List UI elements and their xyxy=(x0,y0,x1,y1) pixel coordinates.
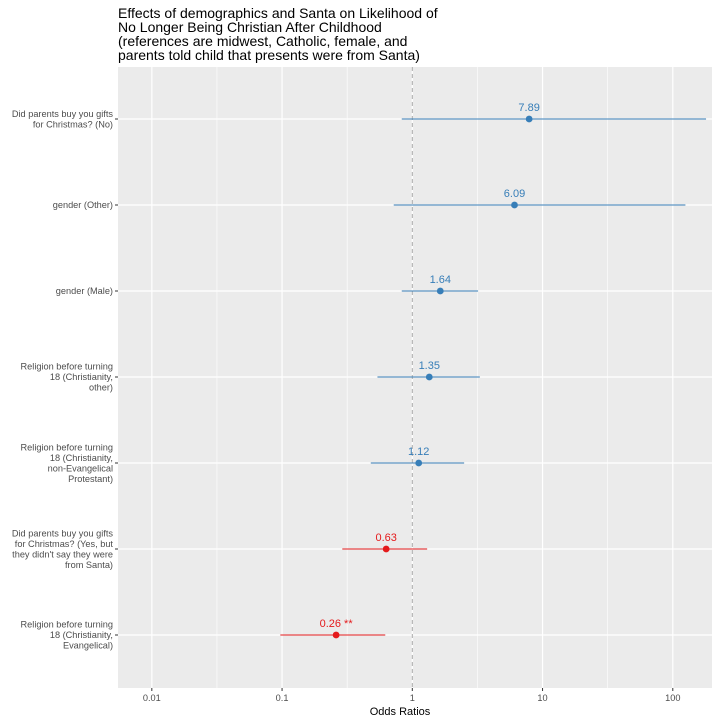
y-label-5-line-1: Religion before turning xyxy=(21,442,113,452)
y-label-6-line-2: for Christmas? (Yes, but xyxy=(15,539,114,549)
estimate-point-1 xyxy=(525,115,533,123)
estimate-point-5 xyxy=(415,459,423,467)
y-label-5-line-3: non-Evangelical xyxy=(48,463,113,473)
chart-title: Effects of demographics and Santa on Lik… xyxy=(118,5,438,63)
y-label-1-line-1: Did parents buy you gifts xyxy=(12,109,114,119)
y-label-7-line-1: Religion before turning xyxy=(21,620,113,630)
x-axis-ticks: 0.01 0.1 1 10 100 xyxy=(143,688,680,703)
estimate-label-6: 0.63 xyxy=(375,532,396,544)
estimate-point-6 xyxy=(382,545,390,553)
estimate-label-3: 1.64 xyxy=(430,274,451,286)
estimates: 7.89 6.09 1.64 1.35 1.12 0.63 0.26 ** xyxy=(280,102,707,639)
y-label-4-line-2: 18 (Christianity, xyxy=(50,372,113,382)
estimate-label-4: 1.35 xyxy=(419,360,440,372)
y-label-4-line-1: Religion before turning xyxy=(21,362,113,372)
title-line-2: No Longer Being Christian After Childhoo… xyxy=(118,19,382,35)
estimate-label-7: 0.26 ** xyxy=(320,618,354,630)
x-tick-label-3: 1 xyxy=(410,693,415,703)
y-label-6-line-4: from Santa) xyxy=(65,560,113,570)
x-tick-label-1: 0.01 xyxy=(143,693,161,703)
y-label-2-line-1: gender (Other) xyxy=(53,200,113,210)
y-label-5-line-4: Protestant) xyxy=(68,474,113,484)
y-label-7-line-3: Evangelical) xyxy=(63,641,113,651)
estimate-point-2 xyxy=(511,201,518,209)
title-line-3: (references are midwest, Catholic, femal… xyxy=(118,33,407,49)
y-label-6-line-3: they didn't say they were xyxy=(12,549,113,559)
y-label-3-line-1: gender (Male) xyxy=(56,286,113,296)
estimate-label-5: 1.12 xyxy=(408,446,429,458)
y-label-6-line-1: Did parents buy you gifts xyxy=(12,528,114,538)
estimate-point-7 xyxy=(332,631,340,639)
y-label-5-line-2: 18 (Christianity, xyxy=(50,453,113,463)
y-label-4-line-3: other) xyxy=(89,383,113,393)
title-line-4: parents told child that presents were fr… xyxy=(118,47,420,63)
title-line-1: Effects of demographics and Santa on Lik… xyxy=(118,5,438,21)
y-label-1-line-2: for Christmas? (No) xyxy=(33,119,113,129)
estimate-point-4 xyxy=(425,373,433,381)
x-tick-label-2: 0.1 xyxy=(276,693,289,703)
x-axis-label: Odds Ratios xyxy=(370,706,431,718)
estimate-label-2: 6.09 xyxy=(504,188,525,200)
y-label-7-line-2: 18 (Christianity, xyxy=(50,630,113,640)
estimate-label-1: 7.89 xyxy=(518,102,539,114)
x-tick-label-4: 10 xyxy=(537,693,547,703)
x-tick-label-5: 100 xyxy=(665,693,680,703)
estimate-point-3 xyxy=(436,287,444,295)
